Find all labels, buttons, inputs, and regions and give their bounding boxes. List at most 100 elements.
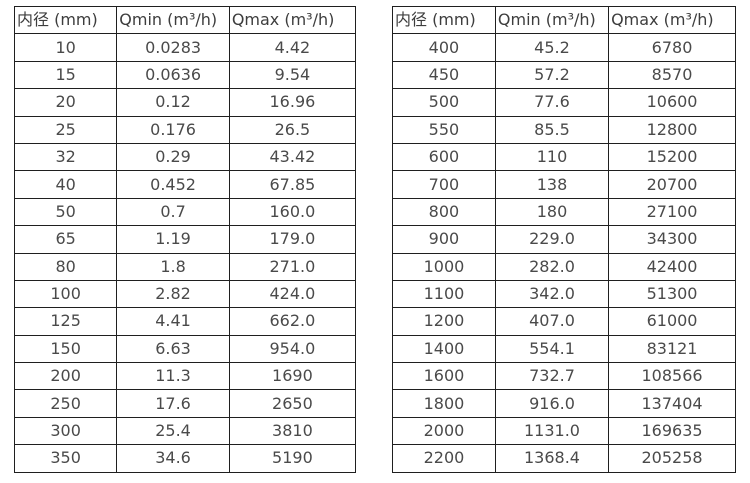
table-row: 50 0.7 160.0 (13, 197, 357, 227)
table-cell: 25 (13, 115, 118, 144)
flow-table-small-diameters: 内径 (mm) Qmin (m³/h) Qmax (m³/h) 10 0.0283… (13, 5, 357, 473)
table-cell: 85.5 (494, 115, 610, 144)
table-cell: 0.176 (116, 115, 230, 144)
table-cell: 50 (13, 197, 118, 227)
table-row: 1800 916.0 137404 (392, 389, 736, 418)
table-cell: 12800 (608, 115, 736, 144)
table-cell: 350 (13, 444, 118, 473)
table-cell: 1800 (392, 389, 496, 418)
table-row: 32 0.29 43.42 (13, 142, 357, 172)
table-body: 10 0.0283 4.42 15 0.0636 9.54 20 0.12 16.96 25 0.1… (13, 33, 357, 473)
table-cell: 1368.4 (494, 444, 610, 473)
table-cell: 0.0636 (116, 60, 230, 90)
table-cell: 342.0 (494, 279, 610, 309)
table-cell: 400 (392, 33, 496, 62)
table-cell: 500 (392, 88, 496, 117)
column-header-diameter: 内径 (mm) (13, 5, 118, 35)
table-cell: 110 (494, 142, 610, 172)
table-cell: 11.3 (116, 362, 230, 391)
table-row: 1200 407.0 61000 (392, 307, 736, 336)
table-cell: 0.0283 (116, 33, 230, 62)
table-cell: 1100 (392, 279, 496, 309)
table-cell: 0.452 (116, 170, 230, 199)
table-cell: 600 (392, 142, 496, 172)
table-cell: 450 (392, 60, 496, 90)
table-row: 600 110 15200 (392, 142, 736, 172)
table-cell: 57.2 (494, 60, 610, 90)
column-header-qmax: Qmax (m³/h) (608, 5, 736, 35)
table-row: 100 2.82 424.0 (13, 279, 357, 309)
table-row: 200 11.3 1690 (13, 362, 357, 391)
table-row: 2000 1131.0 169635 (392, 416, 736, 446)
table-cell: 45.2 (494, 33, 610, 62)
table-row: 700 138 20700 (392, 170, 736, 199)
table-cell: 169635 (608, 416, 736, 446)
table-header-row: 内径 (mm) Qmin (m³/h) Qmax (m³/h) (13, 5, 357, 35)
table-cell: 10 (13, 33, 118, 62)
table-cell: 700 (392, 170, 496, 199)
table-cell: 250 (13, 389, 118, 418)
table-row: 1600 732.7 108566 (392, 362, 736, 391)
table-cell: 800 (392, 197, 496, 227)
table-cell: 2650 (228, 389, 357, 418)
table-row: 25 0.176 26.5 (13, 115, 357, 144)
table-cell: 2.82 (116, 279, 230, 309)
table-row: 20 0.12 16.96 (13, 88, 357, 117)
table-row: 450 57.2 8570 (392, 60, 736, 90)
table-cell: 77.6 (494, 88, 610, 117)
table-cell: 5190 (228, 444, 357, 473)
table-cell: 1.8 (116, 252, 230, 281)
table-row: 1100 342.0 51300 (392, 279, 736, 309)
table-cell: 662.0 (228, 307, 357, 336)
table-row: 900 229.0 34300 (392, 225, 736, 254)
table-cell: 2200 (392, 444, 496, 473)
table-cell: 137404 (608, 389, 736, 418)
table-body: 400 45.2 6780 450 57.2 8570 500 77.6 10600 550 85.… (392, 33, 736, 473)
table-cell: 34.6 (116, 444, 230, 473)
table-row: 65 1.19 179.0 (13, 225, 357, 254)
column-header-diameter: 内径 (mm) (392, 5, 496, 35)
table-cell: 20700 (608, 170, 736, 199)
table-cell: 282.0 (494, 252, 610, 281)
table-cell: 25.4 (116, 416, 230, 446)
table-cell: 1200 (392, 307, 496, 336)
table-row: 80 1.8 271.0 (13, 252, 357, 281)
table-cell: 229.0 (494, 225, 610, 254)
table-cell: 15200 (608, 142, 736, 172)
table-row: 400 45.2 6780 (392, 33, 736, 62)
table-cell: 65 (13, 225, 118, 254)
table-cell: 34300 (608, 225, 736, 254)
table-cell: 1.19 (116, 225, 230, 254)
table-cell: 1600 (392, 362, 496, 391)
table-cell: 200 (13, 362, 118, 391)
table-cell: 32 (13, 142, 118, 172)
table-cell: 138 (494, 170, 610, 199)
table-cell: 16.96 (228, 88, 357, 117)
table-cell: 0.12 (116, 88, 230, 117)
table-cell: 42400 (608, 252, 736, 281)
table-cell: 67.85 (228, 170, 357, 199)
table-cell: 10600 (608, 88, 736, 117)
table-cell: 271.0 (228, 252, 357, 281)
table-cell: 300 (13, 416, 118, 446)
table-cell: 4.41 (116, 307, 230, 336)
column-header-qmin: Qmin (m³/h) (116, 5, 230, 35)
table-row: 1000 282.0 42400 (392, 252, 736, 281)
table-cell: 205258 (608, 444, 736, 473)
table-row: 550 85.5 12800 (392, 115, 736, 144)
table-row: 40 0.452 67.85 (13, 170, 357, 199)
table-cell: 20 (13, 88, 118, 117)
table-cell: 732.7 (494, 362, 610, 391)
table-cell: 1000 (392, 252, 496, 281)
table-row: 150 6.63 954.0 (13, 334, 357, 364)
table-cell: 900 (392, 225, 496, 254)
table-row: 250 17.6 2650 (13, 389, 357, 418)
table-cell: 1400 (392, 334, 496, 364)
table-cell: 160.0 (228, 197, 357, 227)
table-cell: 1131.0 (494, 416, 610, 446)
table-row: 300 25.4 3810 (13, 416, 357, 446)
table-cell: 51300 (608, 279, 736, 309)
table-row: 10 0.0283 4.42 (13, 33, 357, 62)
table-row: 125 4.41 662.0 (13, 307, 357, 336)
table-cell: 916.0 (494, 389, 610, 418)
